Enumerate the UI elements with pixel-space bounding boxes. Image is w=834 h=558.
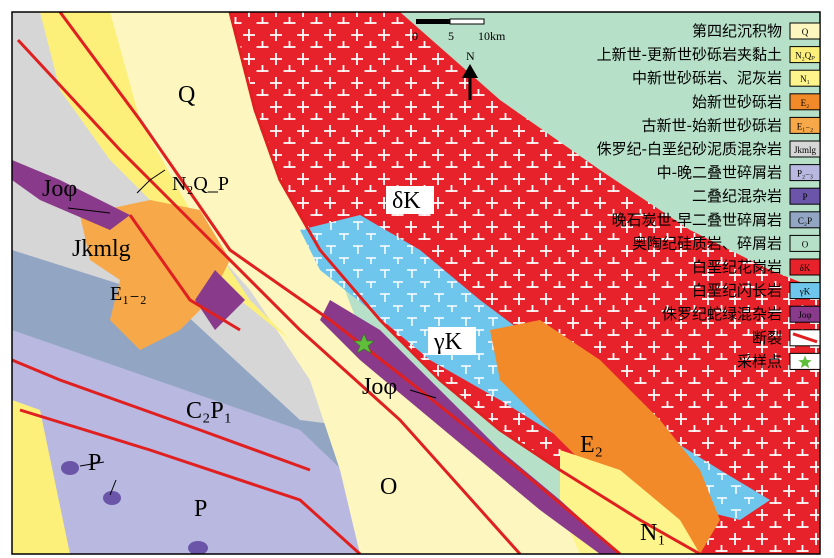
legend-code: N₁	[800, 74, 810, 84]
svg-text:5: 5	[448, 29, 454, 43]
label-e2: E₂	[580, 432, 603, 458]
legend-swatch	[789, 282, 821, 300]
unit-p-blob	[188, 541, 208, 554]
label-jkmlg: Jkmlg	[72, 236, 131, 262]
svg-text:0: 0	[412, 29, 418, 43]
legend-swatch	[789, 116, 821, 134]
legend-code: N₂Qₚ	[795, 51, 815, 61]
legend-label: 晚石炭世-早二叠世碎屑岩	[612, 211, 782, 229]
legend-swatch	[789, 164, 821, 182]
unit-granite	[230, 12, 820, 554]
legend-code: E₂	[801, 98, 810, 108]
legend-swatch	[789, 69, 821, 87]
legend-swatch	[789, 234, 821, 252]
label-delta-k: δK	[392, 188, 421, 214]
label-o: O	[380, 474, 397, 500]
unit-n1	[560, 450, 700, 554]
unit-e2	[490, 320, 720, 554]
north-arrow-icon: N	[462, 49, 478, 100]
legend-label: 二叠纪混杂岩	[692, 187, 782, 205]
legend-label: 古新世-始新世砂砾岩	[642, 116, 782, 134]
unit-n2qp	[40, 12, 290, 340]
legend-code: P	[802, 192, 807, 202]
label-p-lower: P	[194, 496, 207, 522]
sample-star-icon	[353, 333, 375, 354]
unit-p-blob	[61, 461, 79, 475]
legend-label: 白垩纪闪长岩	[692, 282, 782, 300]
legend-swatch	[789, 187, 821, 205]
unit-e12	[80, 200, 230, 350]
legend-code: δK	[800, 263, 811, 273]
label-p-upper: P	[88, 450, 101, 476]
legend-label: 白垩纪花岗岩	[692, 258, 782, 276]
legend-code: γK	[799, 287, 811, 297]
unit-p-blob	[103, 491, 121, 505]
legend-swatch	[789, 258, 821, 276]
svg-text:10km: 10km	[478, 29, 506, 43]
legend-code: C₂P	[798, 216, 812, 226]
legend-label: 侏罗纪-白垩纪砂泥质混杂岩	[597, 140, 782, 158]
svg-text:N: N	[466, 49, 475, 63]
star-icon	[798, 355, 812, 369]
legend-code: E₁₋₂	[797, 121, 814, 131]
unit-ophiolite-left	[12, 160, 130, 230]
legend-label: 中新世砂砾岩、泥灰岩	[632, 69, 782, 87]
label-q: Q	[178, 82, 195, 108]
fault-lines	[12, 12, 701, 554]
legend-label: 侏罗纪蛇绿混杂岩	[662, 305, 782, 323]
unit-ophiolite-small	[195, 270, 245, 330]
legend-code: Jkmlg	[794, 145, 817, 155]
legend-label: 采样点	[737, 352, 782, 370]
legend-label: 断裂	[752, 329, 782, 347]
legend-swatch	[789, 140, 821, 158]
label-c2p1: C₂P₁	[186, 398, 232, 424]
legend-code: Q	[802, 27, 809, 37]
unit-quaternary	[100, 12, 600, 554]
unit-labels: Q N₂Q_P Joφ Jkmlg E₁₋₂ C₂P₁ P P O Joφ E₂…	[42, 82, 666, 546]
label-n1: N₁	[640, 520, 666, 546]
legend-swatch	[789, 46, 821, 64]
legend: 第四纪沉积物 Q 上新世-更新世砂砾岩夹黏土 N₂Qₚ 中新世砂砾岩、泥灰岩 N₁ 始新世砂…	[597, 22, 821, 370]
legend-swatch	[789, 93, 821, 111]
legend-label: 第四纪沉积物	[692, 22, 782, 40]
legend-swatch	[789, 305, 821, 323]
legend-code: O	[802, 239, 809, 249]
legend-label: 上新世-更新世砂砾岩夹黏土	[597, 46, 782, 64]
legend-code: P₂₋₃	[797, 169, 813, 179]
fault-line-icon	[792, 332, 818, 344]
label-jophi-left: Joφ	[42, 176, 77, 202]
legend-label: 始新世砂砾岩	[692, 93, 782, 111]
unit-n2qp-left	[12, 400, 70, 554]
label-n2qp: N₂Q_P	[172, 173, 229, 195]
legend-label: 中-晚二叠世碎屑岩	[657, 164, 782, 182]
scale-bar: 0 5 10km	[412, 18, 506, 43]
legend-code: Joφ	[798, 310, 811, 320]
legend-swatch	[789, 22, 821, 40]
label-jophi-center: Joφ	[362, 374, 397, 400]
legend-swatch	[789, 211, 821, 229]
legend-label: 奥陶纪硅质岩、碎屑岩	[632, 234, 782, 252]
label-e12: E₁₋₂	[110, 283, 147, 305]
label-gamma-k: γK	[433, 329, 463, 355]
